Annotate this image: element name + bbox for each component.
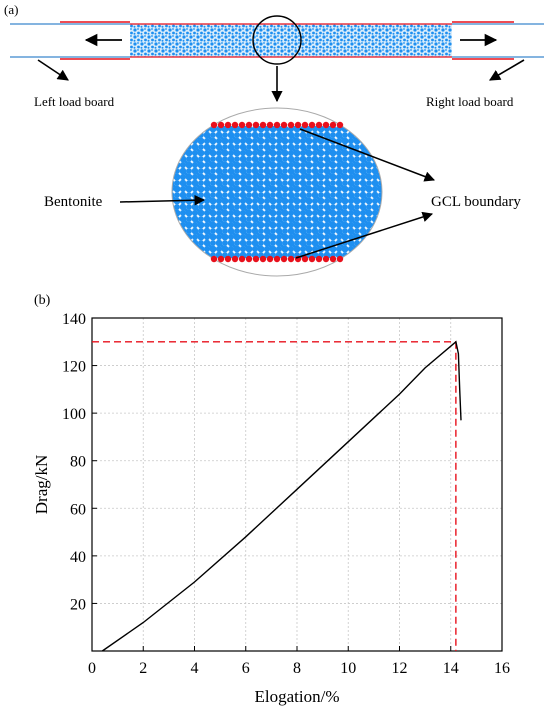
magnifier-circle <box>252 15 302 65</box>
right-load-board-label: Right load board <box>426 94 514 109</box>
panel-a-label: (a) <box>4 2 18 17</box>
x-tick-label: 14 <box>443 660 459 677</box>
series-line <box>101 340 462 652</box>
bentonite-label: Bentonite <box>44 194 103 210</box>
x-tick-label: 10 <box>340 660 356 677</box>
bottom-boundary-particles <box>210 255 344 263</box>
panel-a: (a) Left load board Right load board <box>4 2 544 277</box>
boundary-arrow-bottom <box>295 211 433 259</box>
y-tick-label: 60 <box>70 501 86 518</box>
x-tick-label: 2 <box>139 660 147 677</box>
y-tick-label: 80 <box>70 454 86 471</box>
x-tick-label: 12 <box>392 660 408 677</box>
bentonite-arrow <box>119 194 206 206</box>
y-axis-label: Drag/kN <box>32 455 51 514</box>
x-axis-label: Elogation/% <box>255 687 340 706</box>
left-board-arrow <box>37 59 69 81</box>
load-board-lines <box>10 23 544 58</box>
y-tick-label: 120 <box>62 359 86 376</box>
right-board-arrow <box>489 59 525 81</box>
top-boundary-particles <box>210 121 344 129</box>
y-tick-label: 140 <box>62 311 86 328</box>
board-red-edges <box>60 21 514 60</box>
boundary-arrow-top <box>299 128 435 182</box>
y-tick-label: 20 <box>70 596 86 613</box>
load-elongation-chart: 0 2 4 6 8 10 12 14 16 20 40 60 80 100 120 140 Elogation/… <box>32 311 510 706</box>
x-tick-label: 8 <box>293 660 301 677</box>
gcl-boundary-label: GCL boundary <box>431 194 521 210</box>
panel-b-label: (b) <box>34 293 51 308</box>
zoomed-particle-view <box>171 107 383 277</box>
left-load-board-label: Left load board <box>34 94 115 109</box>
x-tick-label: 16 <box>494 660 510 677</box>
y-tick-label: 40 <box>70 549 86 566</box>
x-tick-label: 6 <box>242 660 250 677</box>
x-tick-label: 0 <box>88 660 96 677</box>
gcl-sample-strip <box>130 24 452 57</box>
x-tick-label: 4 <box>191 660 199 677</box>
panel-b: (b) 0 2 4 6 8 10 12 14 16 20 40 60 80 100 120 140 Elogat… <box>32 293 510 706</box>
y-tick-label: 100 <box>62 406 86 423</box>
